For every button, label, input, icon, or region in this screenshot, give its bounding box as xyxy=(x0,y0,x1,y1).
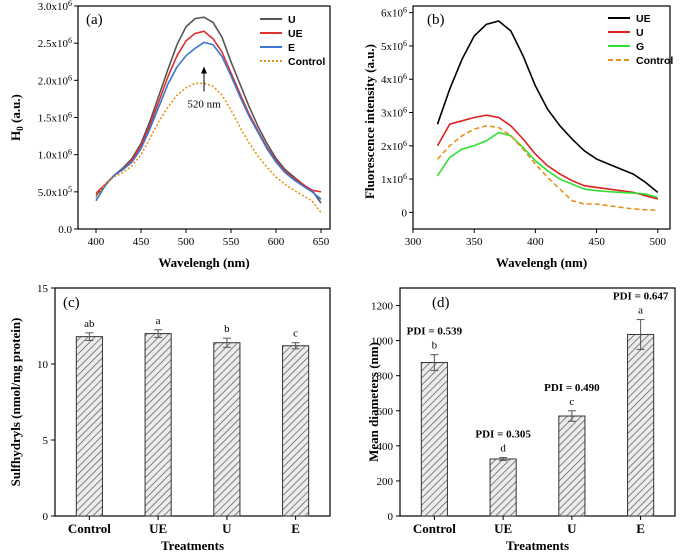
annotation-label: 520 nm xyxy=(187,98,221,110)
series-line-UE xyxy=(95,30,322,194)
y-tick-label: 0.0 xyxy=(58,224,72,236)
x-tick-label: 450 xyxy=(588,236,605,248)
pdi-label: PDI = 0.305 xyxy=(475,429,531,441)
x-tick-label: 350 xyxy=(466,236,483,248)
y-tick-label: 0 xyxy=(402,207,408,219)
series-line-G xyxy=(436,131,659,199)
series-line-U xyxy=(95,16,322,204)
x-tick-label: 650 xyxy=(313,236,330,248)
y-tick-label: 2.5x106 xyxy=(38,36,72,50)
y-tick-label: 15 xyxy=(37,283,49,295)
legend-label-E: E xyxy=(288,42,295,54)
x-axis-label: Wavelengh (nm) xyxy=(496,255,587,270)
y-tick-label: 5.0x105 xyxy=(38,185,72,199)
x-axis-label: Treatments xyxy=(506,538,569,553)
legend-label-U: U xyxy=(636,27,644,39)
bar-UE xyxy=(489,458,517,517)
panel-label: (b) xyxy=(427,12,445,28)
bar-E xyxy=(282,345,310,517)
series-line-Control xyxy=(95,82,322,214)
x-axis-label: Treatments xyxy=(161,538,224,553)
significance-letter: b xyxy=(224,323,230,335)
x-tick-label: 450 xyxy=(133,236,150,248)
legend-label-Control: Control xyxy=(288,56,325,68)
significance-letter: c xyxy=(293,328,298,340)
y-tick-label: 3x106 xyxy=(381,106,407,120)
y-axis-label: Sulfhydryls (nmol/mg protein) xyxy=(8,318,23,487)
x-tick-label: U xyxy=(567,521,577,536)
annotation-arrowhead xyxy=(201,66,207,74)
x-tick-label: 400 xyxy=(527,236,544,248)
x-tick-label: 550 xyxy=(223,236,240,248)
legend-label-Control: Control xyxy=(636,55,673,67)
plot-frame xyxy=(399,287,676,517)
y-tick-label: 1200 xyxy=(371,301,394,313)
x-tick-label: UE xyxy=(494,521,512,536)
y-tick-label: 5x106 xyxy=(381,39,407,53)
y-tick-label: 2x106 xyxy=(381,139,407,153)
significance-letter: a xyxy=(156,315,161,327)
pdi-label: PDI = 0.539 xyxy=(407,326,463,338)
y-axis-label: Mean diameters (nm) xyxy=(366,342,381,462)
y-tick-label: 2.0x106 xyxy=(38,73,72,87)
series-line-Control xyxy=(436,124,658,212)
y-tick-label: 0 xyxy=(388,511,394,523)
bar-U xyxy=(558,415,586,517)
panel-label: (a) xyxy=(86,12,103,28)
pdi-label: PDI = 0.647 xyxy=(613,291,669,303)
y-tick-label: 400 xyxy=(377,441,394,453)
bar-Control xyxy=(420,362,448,517)
series-line-U xyxy=(436,114,659,200)
significance-letter: d xyxy=(500,443,506,455)
significance-letter: b xyxy=(432,340,438,352)
y-tick-label: 200 xyxy=(377,476,394,488)
y-tick-label: 1000 xyxy=(371,336,394,348)
significance-letter: ab xyxy=(84,318,95,330)
y-tick-label: 4x106 xyxy=(381,72,407,86)
legend-label-U: U xyxy=(288,14,296,26)
legend-label-UE: UE xyxy=(288,28,303,40)
x-tick-label: E xyxy=(291,521,300,536)
legend-label-UE: UE xyxy=(636,13,651,25)
y-tick-label: 0 xyxy=(43,511,49,523)
x-tick-label: UE xyxy=(149,521,167,536)
y-tick-label: 10 xyxy=(37,359,49,371)
plot-frame xyxy=(412,5,671,230)
x-tick-label: E xyxy=(636,521,645,536)
bar-U xyxy=(213,342,241,517)
x-axis-label: Wavelengh (nm) xyxy=(158,255,249,270)
x-tick-label: 500 xyxy=(650,236,667,248)
y-axis-label: H0 (a.u.) xyxy=(8,94,25,141)
y-tick-label: 800 xyxy=(377,371,394,383)
x-tick-label: Control xyxy=(413,521,456,536)
y-tick-label: 1.5x106 xyxy=(38,111,72,125)
panel-label: (d) xyxy=(432,295,450,311)
significance-letter: c xyxy=(569,396,574,408)
legend-label-G: G xyxy=(636,41,644,53)
series-line-UE xyxy=(436,20,659,194)
y-tick-label: 3.0x106 xyxy=(38,0,72,13)
panel-label: (c) xyxy=(63,295,80,311)
bar-E xyxy=(627,333,655,517)
x-tick-label: 600 xyxy=(268,236,285,248)
significance-letter: a xyxy=(638,305,643,317)
plot-frame xyxy=(54,287,331,517)
bar-UE xyxy=(144,333,172,517)
series-line-E xyxy=(95,41,322,202)
y-axis-label: Fluorescence intensity (a.u.) xyxy=(362,44,377,199)
bar-Control xyxy=(75,336,103,517)
x-tick-label: 500 xyxy=(178,236,195,248)
y-tick-label: 1x106 xyxy=(381,172,407,186)
y-tick-label: 5 xyxy=(43,435,49,447)
y-tick-label: 1.0x106 xyxy=(38,148,72,162)
x-tick-label: U xyxy=(222,521,232,536)
y-tick-label: 600 xyxy=(377,406,394,418)
pdi-label: PDI = 0.490 xyxy=(544,382,600,394)
y-tick-label: 6x106 xyxy=(381,6,407,20)
x-tick-label: 400 xyxy=(88,236,105,248)
x-tick-label: 300 xyxy=(405,236,422,248)
x-tick-label: Control xyxy=(68,521,111,536)
